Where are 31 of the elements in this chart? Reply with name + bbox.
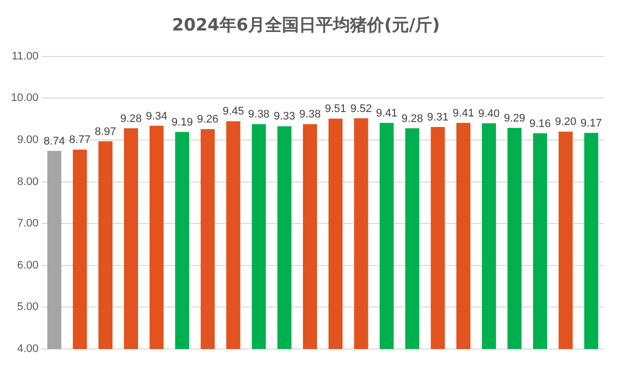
data-label: 9.40 [478,108,500,120]
y-tick-label: 5.00 [17,301,39,314]
data-label: 9.38 [299,108,321,121]
data-label: 9.17 [580,117,602,130]
data-label: 9.31 [427,112,449,124]
y-tick-label: 10.00 [10,92,39,104]
data-label: 8.74 [44,135,66,148]
data-label: 9.28 [402,112,423,125]
data-label: 9.28 [120,112,142,125]
y-tick-label: 7.00 [17,218,39,230]
data-label: 9.33 [274,110,296,123]
data-label: 9.51 [324,103,346,116]
y-tick-label: 4.00 [17,343,39,356]
data-label: 8.97 [94,126,116,138]
data-label: 9.38 [248,108,270,121]
data-label: 9.16 [529,118,551,130]
data-label: 9.19 [171,116,193,129]
data-label: 9.20 [554,116,576,128]
data-label: 9.29 [504,112,526,124]
chart-title: 2024年6月全国日平均猪价(元/斤) [172,16,440,36]
data-label: 8.77 [69,134,91,146]
data-label: 9.41 [376,107,398,120]
y-tick-label: 8.00 [17,176,39,188]
data-label: 9.45 [222,106,244,118]
data-label: 9.34 [146,110,168,122]
y-tick-label: 6.00 [17,259,39,272]
y-tick-label: 9.00 [17,134,39,146]
data-label: 9.52 [350,102,372,115]
data-label: 9.26 [197,114,218,126]
y-tick-label: 11.00 [12,50,39,62]
data-label: 9.41 [452,107,474,120]
